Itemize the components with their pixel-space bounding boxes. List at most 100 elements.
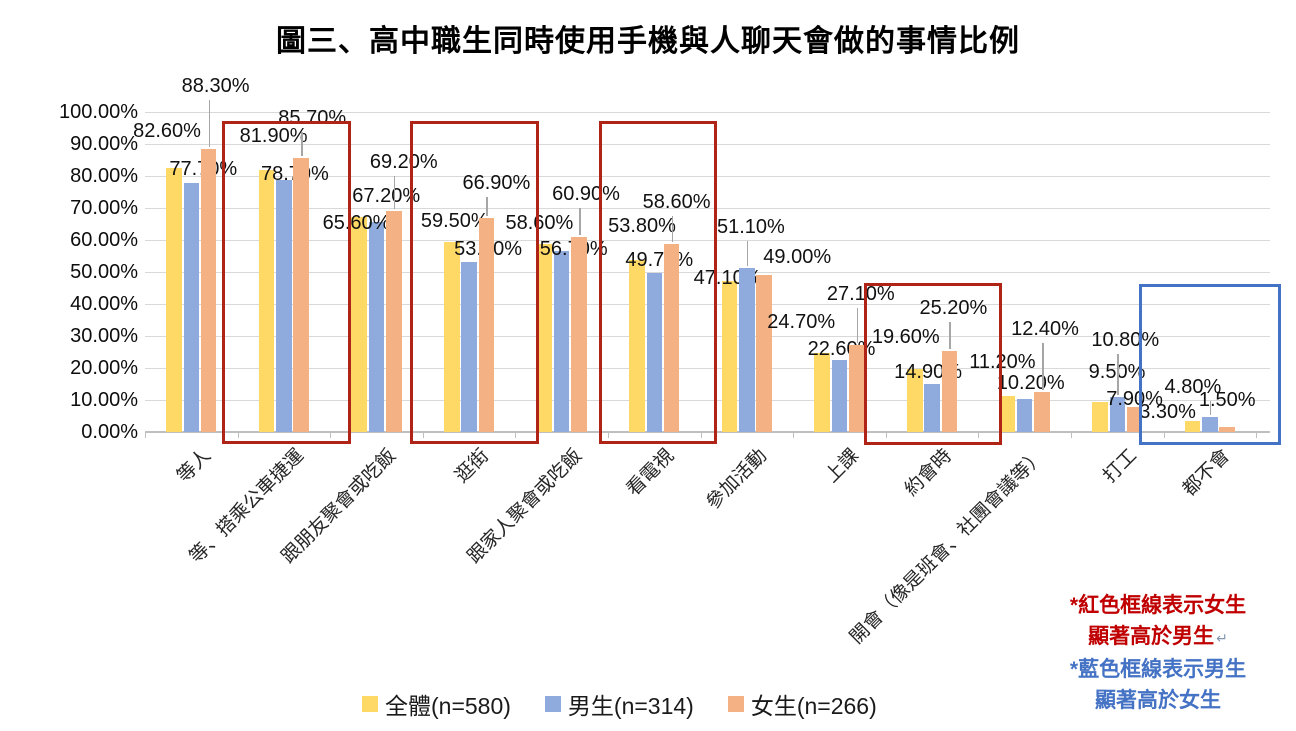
bar-male bbox=[831, 359, 848, 432]
y-axis-tick-label: 40.00% bbox=[70, 293, 138, 315]
legend: 全體(n=580) 男生(n=314) 女生(n=266) bbox=[362, 687, 877, 721]
bar-total bbox=[1092, 401, 1108, 432]
data-label-total: 24.70% bbox=[767, 310, 836, 333]
data-label-total: 3.30% bbox=[1139, 401, 1196, 424]
data-label-female: 27.10% bbox=[826, 283, 895, 306]
bar-male bbox=[1109, 397, 1126, 432]
legend-item-total: 全體(n=580) bbox=[362, 687, 511, 721]
gridline bbox=[145, 304, 1270, 305]
y-axis-tick-label: 10.00% bbox=[70, 389, 138, 411]
bar-total bbox=[444, 241, 460, 432]
bar-female bbox=[1034, 392, 1050, 432]
axis-tickmark bbox=[1163, 433, 1165, 438]
bar-female bbox=[478, 217, 495, 432]
axis-tickmark bbox=[793, 433, 795, 438]
bar-female bbox=[849, 345, 865, 432]
highlight-box-red bbox=[410, 121, 539, 444]
bar-total bbox=[536, 244, 553, 432]
x-axis-category-label: 約會時 bbox=[901, 445, 957, 501]
bar-female bbox=[200, 149, 217, 432]
label-leader-line bbox=[1042, 343, 1044, 391]
axis-tickmark bbox=[700, 433, 702, 438]
y-axis-tick-label: 30.00% bbox=[70, 325, 138, 347]
legend-item-female: 女生(n=266) bbox=[727, 687, 877, 721]
axis-tickmark bbox=[515, 433, 517, 438]
x-axis-category-label: 都不會 bbox=[1178, 445, 1235, 501]
gridline bbox=[145, 400, 1270, 401]
data-label-female: 66.90% bbox=[462, 171, 531, 194]
gridline bbox=[145, 144, 1270, 145]
bar-male bbox=[646, 272, 663, 432]
legend-item-male: 男生(n=314) bbox=[544, 687, 694, 721]
x-axis-category-label: 看電視 bbox=[623, 445, 679, 501]
label-leader-line bbox=[208, 100, 211, 148]
bar-male bbox=[368, 222, 385, 432]
data-label-total: 9.50% bbox=[1089, 361, 1146, 384]
bar-total bbox=[999, 396, 1016, 432]
y-axis-tick-label: 100.00% bbox=[59, 101, 138, 123]
bar-female bbox=[571, 237, 587, 432]
legend-label-total: 全體(n=580) bbox=[385, 693, 511, 719]
gridline bbox=[145, 368, 1270, 369]
data-label-female: 69.20% bbox=[369, 150, 438, 173]
axis-tickmark bbox=[145, 433, 146, 438]
bar-male bbox=[461, 261, 477, 432]
y-axis-tick-label: 90.00% bbox=[70, 133, 138, 155]
data-label-male: 10.20% bbox=[996, 372, 1065, 395]
bar-total bbox=[351, 216, 367, 432]
axis-tickmark bbox=[978, 433, 980, 438]
axis-tickmark bbox=[1256, 433, 1258, 438]
bar-female bbox=[1126, 406, 1143, 432]
x-axis-category-label: 參加活動 bbox=[702, 445, 772, 514]
legend-swatch-male bbox=[544, 696, 561, 712]
x-axis-category-label: 開會（像是班會、社團會議等） bbox=[845, 445, 1049, 649]
axis-tickmark bbox=[1071, 433, 1072, 438]
return-mark: ↵ bbox=[1216, 630, 1228, 646]
note-red-significance: *紅色框線表示女生 顯著高於男生 ↵ bbox=[1030, 590, 1286, 654]
bar-male bbox=[739, 268, 755, 432]
gridline bbox=[145, 240, 1270, 241]
highlight-box-red bbox=[864, 283, 1002, 445]
note-red-line1: *紅色框線表示女生 bbox=[1069, 594, 1247, 617]
y-axis-tick-label: 20.00% bbox=[70, 357, 138, 379]
data-label-male: 51.10% bbox=[716, 216, 785, 239]
note-blue-line1: *藍色框線表示男生 bbox=[1069, 658, 1247, 681]
label-leader-line bbox=[949, 322, 951, 350]
label-leader-line bbox=[301, 131, 303, 156]
bar-female bbox=[293, 157, 309, 432]
axis-tickmark bbox=[608, 433, 609, 438]
label-leader-line bbox=[856, 308, 859, 344]
highlight-box-red bbox=[599, 121, 717, 444]
legend-swatch-female bbox=[727, 696, 744, 712]
gridline bbox=[145, 112, 1270, 113]
bar-female bbox=[386, 210, 402, 432]
data-label-female: 12.40% bbox=[1011, 318, 1079, 341]
data-label-total: 82.60% bbox=[133, 119, 201, 142]
gridline bbox=[145, 336, 1270, 337]
y-axis-tick-label: 0.00% bbox=[81, 421, 138, 443]
x-axis-category-label: 等人 bbox=[173, 445, 216, 488]
highlight-box-red bbox=[222, 121, 351, 444]
label-leader-line bbox=[671, 216, 674, 243]
gridline bbox=[145, 176, 1270, 177]
legend-label-female: 女生(n=266) bbox=[750, 693, 877, 719]
axis-tickmark bbox=[885, 433, 887, 438]
label-leader-line bbox=[1209, 400, 1212, 415]
gridline bbox=[145, 208, 1270, 209]
bar-female bbox=[663, 244, 680, 432]
data-label-total: 58.60% bbox=[505, 212, 574, 235]
bar-male bbox=[1016, 399, 1033, 432]
bar-total bbox=[814, 352, 830, 432]
axis-tickmark bbox=[330, 433, 332, 438]
data-label-male: 4.80% bbox=[1164, 375, 1222, 398]
highlight-box-blue bbox=[1139, 284, 1281, 445]
gridline bbox=[145, 272, 1270, 273]
bar-total bbox=[907, 369, 923, 432]
bar-male bbox=[276, 180, 292, 432]
data-label-male: 10.80% bbox=[1091, 329, 1160, 352]
data-label-male: 65.60% bbox=[322, 212, 391, 235]
y-axis-tick-label: 80.00% bbox=[70, 165, 138, 187]
bar-male bbox=[924, 384, 940, 432]
data-label-female: 60.90% bbox=[552, 183, 620, 206]
